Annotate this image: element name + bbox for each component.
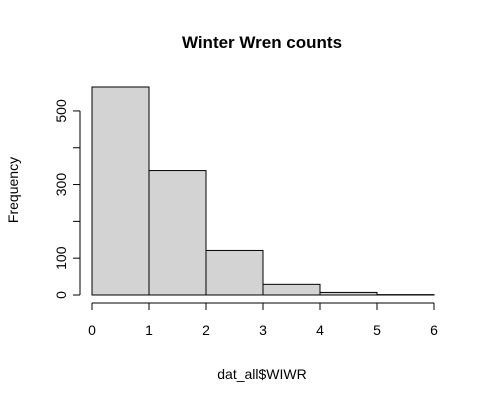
y-tick-label-100: 100 (53, 246, 69, 270)
x-tick-label-3: 3 (259, 322, 267, 338)
x-tick-label-2: 2 (202, 322, 210, 338)
y-axis: 0 100 300 500 (53, 99, 81, 299)
x-tick-label-6: 6 (430, 322, 438, 338)
x-tick-label-0: 0 (88, 322, 96, 338)
bars-layer (91, 86, 435, 296)
y-tick-label-500: 500 (53, 99, 69, 123)
x-tick-label-5: 5 (373, 322, 381, 338)
histogram-bar-4 (319, 291, 378, 296)
y-tick-label-0: 0 (53, 291, 69, 299)
histogram-bar-2 (205, 249, 264, 296)
histogram-bar-0 (91, 86, 150, 296)
chart-title: Winter Wren counts (182, 33, 342, 52)
y-tick-label-300: 300 (53, 173, 69, 197)
x-tick-label-4: 4 (316, 322, 324, 338)
x-tick-label-1: 1 (145, 322, 153, 338)
histogram-bar-1 (148, 170, 207, 296)
x-axis: 0 1 2 3 4 5 6 (88, 302, 438, 338)
histogram-bar-3 (262, 283, 321, 296)
x-axis-label: dat_all$WIWR (217, 366, 306, 382)
y-axis-label: Frequency (5, 157, 21, 223)
